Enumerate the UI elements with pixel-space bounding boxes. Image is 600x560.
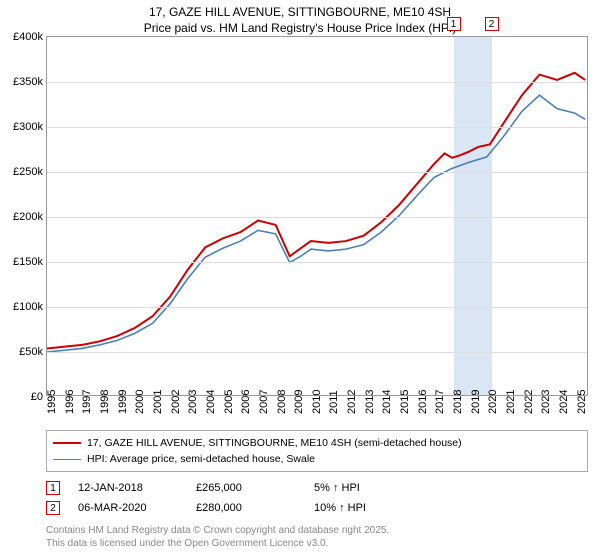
- x-axis-label: 2022: [523, 390, 535, 414]
- legend-row: 17, GAZE HILL AVENUE, SITTINGBOURNE, ME1…: [53, 435, 581, 451]
- x-axis-label: 2006: [240, 390, 252, 414]
- legend-swatch: [53, 459, 81, 460]
- chart-marker: 1: [447, 17, 461, 31]
- title-block: 17, GAZE HILL AVENUE, SITTINGBOURNE, ME1…: [0, 0, 600, 36]
- x-axis-label: 1998: [99, 390, 111, 414]
- sale-diff: 5% ↑ HPI: [314, 482, 414, 494]
- x-axis-label: 2019: [470, 390, 482, 414]
- y-gridline: [47, 217, 587, 218]
- x-axis-label: 1996: [64, 390, 76, 414]
- y-axis-label: £250k: [13, 166, 47, 178]
- title-line-2: Price paid vs. HM Land Registry's House …: [0, 20, 600, 36]
- sale-price: £280,000: [196, 502, 296, 514]
- x-axis-label: 2002: [170, 390, 182, 414]
- x-axis-label: 1997: [81, 390, 93, 414]
- y-gridline: [47, 127, 587, 128]
- y-gridline: [47, 82, 587, 83]
- title-line-1: 17, GAZE HILL AVENUE, SITTINGBOURNE, ME1…: [0, 4, 600, 20]
- x-axis-label: 2007: [258, 390, 270, 414]
- x-axis-label: 2011: [328, 391, 340, 415]
- attribution-line-2: This data is licensed under the Open Gov…: [46, 537, 588, 550]
- x-axis-label: 2014: [381, 390, 393, 414]
- x-axis-label: 2001: [152, 390, 164, 414]
- x-axis-label: 2000: [134, 390, 146, 414]
- x-axis-label: 2004: [205, 390, 217, 414]
- y-axis-label: £0: [31, 391, 47, 403]
- chart-container: 17, GAZE HILL AVENUE, SITTINGBOURNE, ME1…: [0, 0, 600, 560]
- legend-label: 17, GAZE HILL AVENUE, SITTINGBOURNE, ME1…: [87, 437, 462, 449]
- y-axis-label: £400k: [13, 31, 47, 43]
- y-axis-label: £50k: [19, 346, 47, 358]
- chart-marker: 2: [485, 17, 499, 31]
- x-axis-label: 2003: [187, 390, 199, 414]
- x-axis-label: 1999: [117, 390, 129, 414]
- sale-marker: 1: [46, 481, 60, 495]
- plot-region: £0£50k£100k£150k£200k£250k£300k£350k£400…: [46, 36, 588, 396]
- y-gridline: [47, 307, 587, 308]
- sale-marker: 2: [46, 501, 60, 515]
- x-axis-label: 2005: [223, 390, 235, 414]
- series-svg: [47, 37, 587, 395]
- y-axis-label: £200k: [13, 211, 47, 223]
- x-axis-label: 2021: [505, 390, 517, 414]
- x-axis-label: 1995: [46, 390, 58, 414]
- legend: 17, GAZE HILL AVENUE, SITTINGBOURNE, ME1…: [46, 430, 588, 472]
- y-axis-label: £150k: [13, 256, 47, 268]
- legend-row: HPI: Average price, semi-detached house,…: [53, 451, 581, 467]
- x-axis-label: 2025: [576, 390, 588, 414]
- x-axis-label: 2020: [487, 390, 499, 414]
- x-axis-label: 2009: [293, 390, 305, 414]
- sale-row: 2 06-MAR-2020 £280,000 10% ↑ HPI: [46, 498, 588, 518]
- y-gridline: [47, 352, 587, 353]
- sale-diff: 10% ↑ HPI: [314, 502, 414, 514]
- y-axis-label: £100k: [13, 301, 47, 313]
- x-axis-label: 2018: [452, 390, 464, 414]
- y-gridline: [47, 262, 587, 263]
- legend-swatch: [53, 442, 81, 444]
- sale-date: 12-JAN-2018: [78, 482, 178, 494]
- x-axis-label: 2012: [346, 390, 358, 414]
- sale-price: £265,000: [196, 482, 296, 494]
- sales-table: 1 12-JAN-2018 £265,000 5% ↑ HPI 2 06-MAR-2020…: [46, 478, 588, 518]
- x-axis-labels: 1995199619971998199920002001200220032004…: [46, 396, 588, 426]
- chart-area: £0£50k£100k£150k£200k£250k£300k£350k£400…: [46, 36, 588, 426]
- x-axis-label: 2024: [558, 390, 570, 414]
- attribution: Contains HM Land Registry data © Crown c…: [46, 524, 588, 550]
- attribution-line-1: Contains HM Land Registry data © Crown c…: [46, 524, 588, 537]
- x-axis-label: 2023: [540, 390, 552, 414]
- y-axis-label: £350k: [13, 76, 47, 88]
- x-axis-label: 2016: [417, 390, 429, 414]
- x-axis-label: 2015: [399, 390, 411, 414]
- sale-row: 1 12-JAN-2018 £265,000 5% ↑ HPI: [46, 478, 588, 498]
- x-axis-label: 2017: [434, 390, 446, 414]
- y-gridline: [47, 172, 587, 173]
- x-axis-label: 2010: [311, 390, 323, 414]
- x-axis-label: 2013: [364, 390, 376, 414]
- legend-label: HPI: Average price, semi-detached house,…: [87, 453, 315, 465]
- series-line: [47, 96, 585, 353]
- sale-date: 06-MAR-2020: [78, 502, 178, 514]
- y-axis-label: £300k: [13, 121, 47, 133]
- x-axis-label: 2008: [276, 390, 288, 414]
